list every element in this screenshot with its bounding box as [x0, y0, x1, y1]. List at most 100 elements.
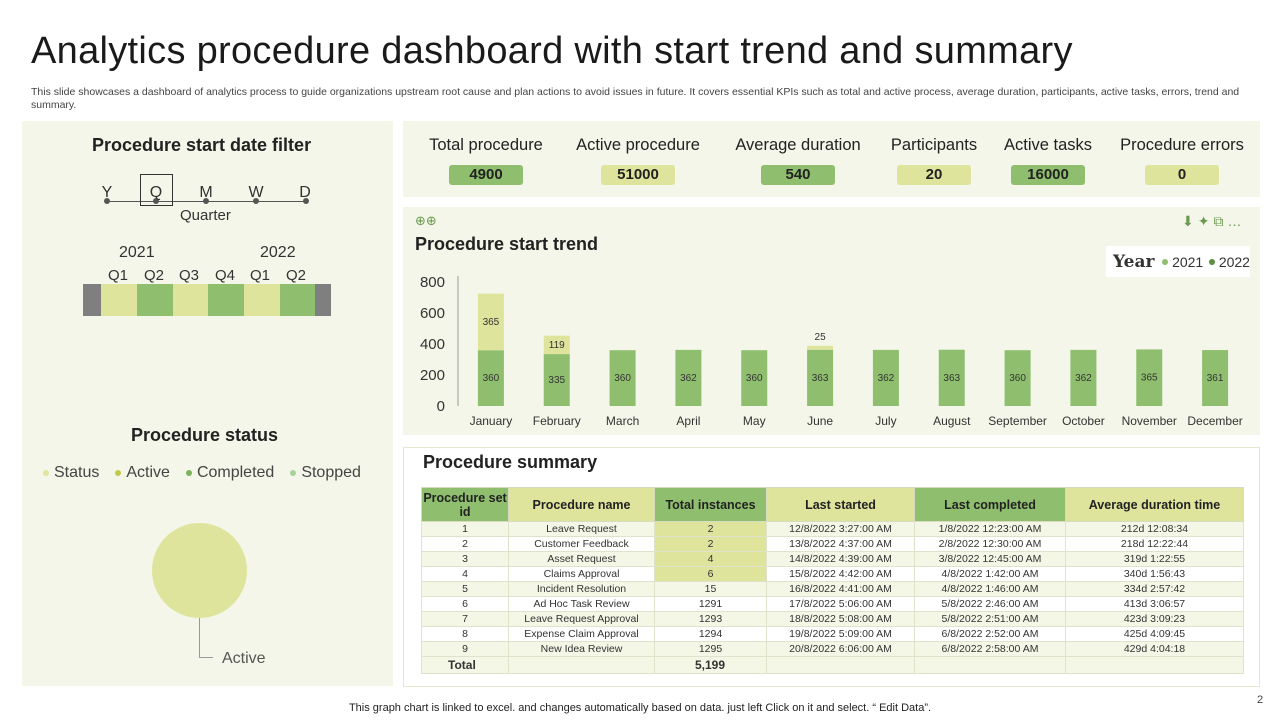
expand-icon[interactable]: ⧉ — [1213, 213, 1228, 229]
filter-stop-day[interactable] — [303, 198, 309, 204]
table-row[interactable]: 7 Leave Request Approval 1293 18/8/2022 5:0… — [421, 611, 1244, 627]
table-cell: 8 — [421, 626, 509, 642]
bar-2021-june[interactable] — [807, 349, 834, 406]
legend-dot-2021 — [1162, 258, 1169, 265]
filter-letter-day[interactable]: D — [299, 184, 311, 201]
table-row[interactable]: 4 Claims Approval 6 15/8/2022 4:42:00 AM 4/8… — [421, 566, 1244, 582]
table-cell: 2 — [654, 536, 767, 552]
timeline-segment[interactable] — [280, 284, 315, 316]
bar-2022-june[interactable] — [807, 345, 834, 350]
table-row[interactable]: 5 Incident Resolution 15 16/8/2022 4:41:00 … — [421, 581, 1244, 597]
kpi-average-duration: Average duration 540 — [728, 136, 868, 185]
legend-dot — [185, 470, 192, 476]
timeline-segment[interactable] — [208, 284, 244, 316]
trend-legend-title: Year — [1113, 251, 1155, 272]
table-cell: Ad Hoc Task Review — [508, 596, 655, 612]
col-header-name[interactable]: Procedure name — [508, 487, 655, 522]
data-label-2021: 360 — [614, 373, 631, 384]
table-cell: 1291 — [654, 596, 767, 612]
timeline-segment[interactable] — [101, 284, 137, 316]
timeline-segment[interactable] — [173, 284, 208, 316]
footer-note: This graph chart is linked to excel. and… — [348, 702, 932, 714]
table-cell: 15 — [654, 581, 767, 597]
kpi-procedure-errors: Procedure errors 0 — [1116, 136, 1248, 185]
table-cell: 4 — [654, 551, 767, 567]
summary-table: Procedure set id Procedure name Total in… — [421, 487, 1244, 674]
table-row[interactable]: 3 Asset Request 4 14/8/2022 4:39:00 AM 3/8/2… — [421, 551, 1244, 567]
table-cell: 14/8/2022 4:39:00 AM — [766, 551, 915, 567]
col-header-set-id[interactable]: Procedure set id — [421, 487, 509, 522]
timeline-segment[interactable] — [244, 284, 280, 316]
drill-down-icon[interactable]: ⊕ — [415, 213, 426, 228]
timeline-segment[interactable] — [137, 284, 173, 316]
bar-2021-august[interactable] — [938, 349, 965, 406]
pin-icon[interactable]: ✦ — [1197, 213, 1214, 229]
table-cell: 18/8/2022 5:08:00 AM — [766, 611, 915, 627]
col-header-last-started[interactable]: Last started — [766, 487, 915, 522]
trend-chart[interactable]: 0 200 400 600 800 360 365 January 335 119 February… — [403, 270, 1260, 435]
timeline-quarter: Q1 — [107, 267, 128, 284]
col-header-last-completed[interactable]: Last completed — [914, 487, 1066, 522]
bar-2021-february[interactable] — [543, 354, 570, 406]
bar-2022-january[interactable] — [477, 293, 504, 351]
data-label-2022: 25 — [815, 332, 827, 343]
bar-2021-september[interactable] — [1004, 350, 1031, 406]
bar-2022-february[interactable] — [543, 335, 570, 355]
filter-stop-year[interactable] — [104, 198, 110, 204]
table-cell: 6/8/2022 2:58:00 AM — [914, 641, 1066, 657]
col-header-instances[interactable]: Total instances — [654, 487, 767, 522]
timeline-handle-left[interactable] — [83, 284, 101, 316]
table-cell: 15/8/2022 4:42:00 AM — [766, 566, 915, 582]
table-cell: 12/8/2022 3:27:00 AM — [766, 521, 915, 537]
table-cell: 5/8/2022 2:51:00 AM — [914, 611, 1066, 627]
col-header-avg-duration[interactable]: Average duration time — [1065, 487, 1244, 522]
bar-2021-may[interactable] — [741, 350, 768, 406]
table-row[interactable]: 6 Ad Hoc Task Review 1291 17/8/2022 5:06:00… — [421, 596, 1244, 612]
filter-stop-week[interactable] — [253, 198, 259, 204]
kpi-label: Total procedure — [429, 136, 543, 154]
table-row[interactable]: 2 Customer Feedback 2 13/8/2022 4:37:00 AM 2… — [421, 536, 1244, 552]
filter-stop-month[interactable] — [203, 198, 209, 204]
kpi-participants: Participants 20 — [886, 136, 982, 185]
drill-icons[interactable]: ⊕⊕ — [415, 213, 437, 229]
table-row[interactable]: 9 New Idea Review 1295 20/8/2022 6:06:00 AM… — [421, 641, 1244, 657]
data-label-2021: 360 — [746, 373, 763, 384]
kpi-label: Procedure errors — [1120, 136, 1244, 154]
table-cell: 5 — [421, 581, 509, 597]
bar-2021-december[interactable] — [1202, 350, 1229, 406]
more-icon[interactable]: … — [1227, 213, 1246, 229]
download-icon[interactable]: ⬇ — [1182, 213, 1198, 229]
y-tick-label: 800 — [420, 274, 445, 291]
bar-2021-january[interactable] — [477, 350, 504, 406]
table-cell: 2 — [421, 536, 509, 552]
filter-letter-month[interactable]: M — [199, 184, 213, 201]
table-cell: 9 — [421, 641, 509, 657]
table-cell — [508, 656, 655, 674]
drill-up-icon[interactable]: ⊕ — [425, 213, 437, 228]
table-cell: 413d 3:06:57 — [1065, 596, 1244, 612]
filter-stop-quarter[interactable] — [153, 198, 159, 204]
table-cell: 1295 — [654, 641, 767, 657]
bar-2021-july[interactable] — [872, 349, 899, 406]
bar-2021-april[interactable] — [675, 349, 702, 406]
y-tick-label: 600 — [420, 305, 445, 322]
status-heading: Procedure status — [131, 425, 279, 445]
bar-2021-october[interactable] — [1070, 349, 1097, 406]
filter-letter-quarter[interactable]: Q — [149, 184, 163, 201]
table-row[interactable]: 8 Expense Claim Approval 1294 19/8/2022 5:0… — [421, 626, 1244, 642]
filter-letter-year[interactable]: Y — [101, 184, 113, 201]
visual-toolbar[interactable]: ⬇✦⧉… — [1182, 213, 1245, 230]
filter-letter-week[interactable]: W — [248, 184, 264, 201]
quarter-timeline-slider[interactable] — [83, 284, 331, 316]
x-tick-label: July — [875, 414, 896, 428]
data-label-2021: 335 — [548, 375, 565, 386]
bar-2021-november[interactable] — [1136, 349, 1163, 406]
timeline-handle-right[interactable] — [315, 284, 331, 316]
filter-selection-box[interactable] — [140, 174, 173, 206]
status-pie-slice-active[interactable] — [152, 523, 247, 618]
summary-header-row: Procedure set id Procedure name Total in… — [421, 487, 1244, 522]
table-cell: 13/8/2022 4:37:00 AM — [766, 536, 915, 552]
legend-dot — [115, 470, 122, 476]
bar-2021-march[interactable] — [609, 350, 636, 406]
table-row[interactable]: 1 Leave Request 2 12/8/2022 3:27:00 AM 1/8/2… — [421, 521, 1244, 537]
